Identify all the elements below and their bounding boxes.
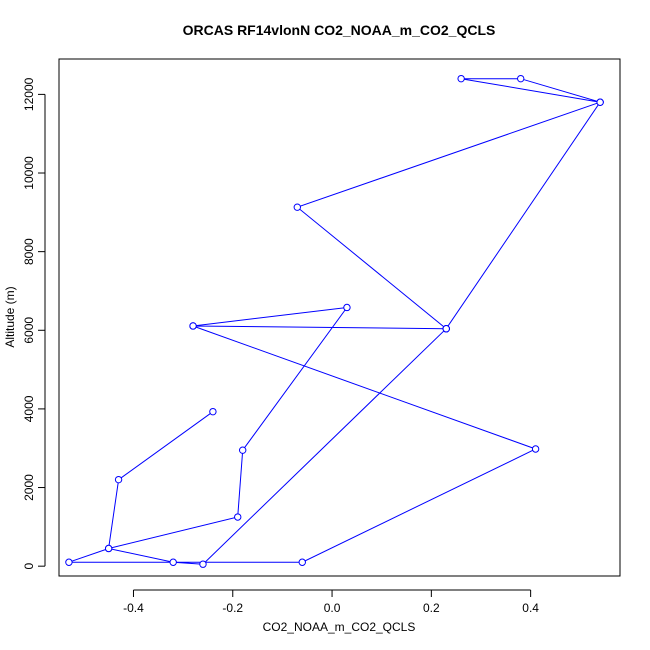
x-axis-label: CO2_NOAA_m_CO2_QCLS [263,620,416,634]
data-point [517,74,525,83]
y-tick-label: 6000 [22,317,36,344]
y-axis: 0 2000 4000 6000 8000 10000 12000 [22,77,46,570]
x-tick-label: -0.2 [222,601,243,615]
y-tick-label: 2000 [22,474,36,501]
y-tick-label: 8000 [22,238,36,265]
data-point [104,544,113,553]
data-point [169,558,177,566]
data-point [114,475,123,484]
y-tick-label: 10000 [22,156,36,190]
data-point [199,560,207,568]
x-tick-label: 0.0 [324,601,341,615]
x-tick-label: 0.2 [423,601,440,615]
x-tick-label: -0.4 [123,601,144,615]
data-point [234,513,242,521]
data-point [238,446,247,454]
x-axis: -0.4 -0.2 0.0 0.2 0.4 [123,589,539,615]
data-point [596,98,604,106]
data-point [298,558,306,566]
data-point [343,303,351,312]
plot-frame [58,58,621,577]
y-tick-label: 4000 [22,395,36,422]
y-tick-label: 0 [22,563,36,570]
data-point [293,203,302,211]
series-line [68,78,601,565]
data-point [189,322,197,330]
y-axis-label: Altitude (m) [3,286,17,347]
data-point [457,74,465,83]
data-point [65,558,73,566]
chart-title: ORCAS RF14vlonN CO2_NOAA_m_CO2_QCLS [183,22,496,38]
data-point [209,407,217,416]
series-polyline [68,78,601,565]
series-points [65,74,604,568]
data-point [531,445,540,453]
data-point [442,325,450,333]
y-tick-label: 12000 [22,77,36,111]
x-tick-label: 0.4 [522,601,539,615]
